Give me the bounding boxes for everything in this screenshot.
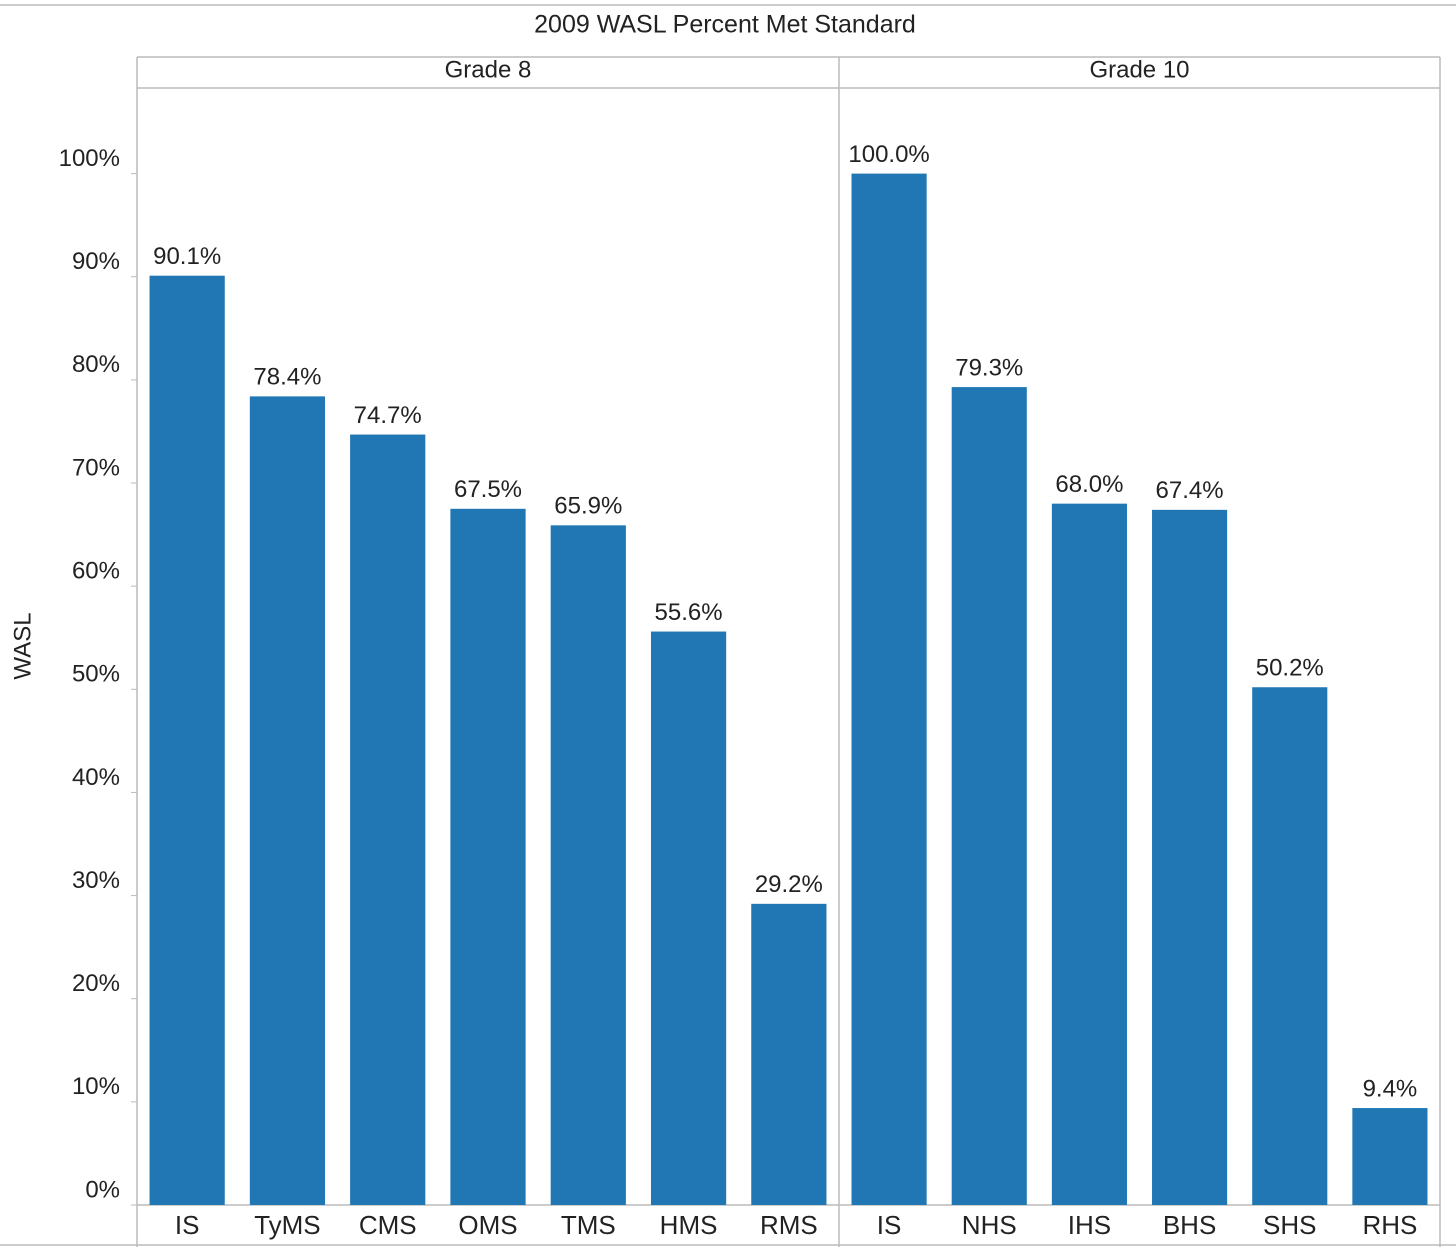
value-label: 67.5%	[454, 476, 522, 503]
y-tick-label: 50%	[72, 661, 120, 688]
bar	[650, 631, 727, 1205]
bar	[1152, 509, 1228, 1205]
x-tick-label: OMS	[458, 1210, 517, 1240]
x-tick-label: RHS	[1362, 1210, 1417, 1240]
y-tick-label: 10%	[72, 1073, 120, 1100]
x-tick-label: SHS	[1263, 1210, 1316, 1240]
x-tick-label: TMS	[561, 1210, 616, 1240]
bar	[249, 396, 326, 1205]
y-axis-label: WASL	[9, 612, 36, 679]
bar	[1352, 1108, 1428, 1205]
x-tick-label: HMS	[660, 1210, 718, 1240]
bar	[550, 525, 626, 1205]
x-tick-label: RMS	[760, 1210, 818, 1240]
value-label: 55.6%	[655, 599, 723, 626]
y-tick-label: 90%	[72, 248, 120, 275]
x-tick-label: CMS	[359, 1210, 417, 1240]
x-tick-label: TyMS	[254, 1210, 320, 1240]
panel-label: Grade 8	[445, 56, 532, 83]
bar	[951, 387, 1027, 1205]
bar	[149, 275, 225, 1205]
value-label: 90.1%	[153, 243, 221, 270]
value-label: 29.2%	[755, 871, 823, 898]
x-tick-label: IS	[175, 1210, 200, 1240]
y-tick-label: 30%	[72, 867, 120, 894]
y-tick-label: 80%	[72, 351, 120, 378]
y-tick-label: 0%	[85, 1176, 120, 1203]
value-label: 50.2%	[1256, 655, 1324, 682]
bar	[851, 173, 927, 1206]
value-label: 79.3%	[955, 354, 1023, 381]
panel-label: Grade 10	[1089, 56, 1189, 83]
bar	[751, 903, 827, 1205]
value-label: 100.0%	[848, 141, 929, 168]
value-label: 68.0%	[1055, 471, 1123, 498]
value-label: 67.4%	[1156, 477, 1224, 504]
bar	[450, 508, 526, 1206]
y-tick-label: 100%	[59, 145, 120, 172]
bar	[1051, 503, 1127, 1206]
x-tick-label: IS	[877, 1210, 902, 1240]
value-label: 65.9%	[554, 493, 622, 520]
x-tick-label: IHS	[1068, 1210, 1111, 1240]
chart-title: 2009 WASL Percent Met Standard	[534, 11, 916, 39]
y-tick-label: 70%	[72, 454, 120, 481]
y-tick-label: 40%	[72, 764, 120, 791]
value-label: 9.4%	[1363, 1075, 1418, 1102]
y-tick-label: 60%	[72, 558, 120, 585]
bar	[350, 434, 426, 1205]
value-label: 74.7%	[354, 402, 422, 429]
value-label: 78.4%	[253, 364, 321, 391]
x-tick-label: NHS	[962, 1210, 1017, 1240]
x-tick-label: BHS	[1163, 1210, 1216, 1240]
y-tick-label: 20%	[72, 970, 120, 997]
bar	[1252, 687, 1328, 1205]
